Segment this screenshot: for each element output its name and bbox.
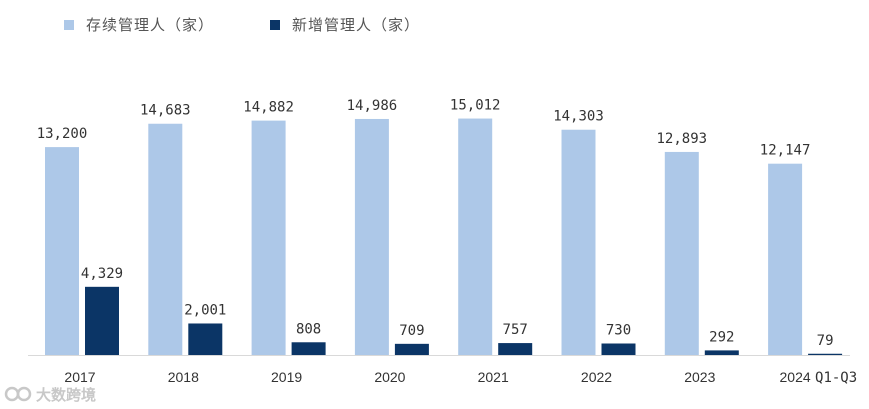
x-tick-label-5: 2022 [581,369,612,385]
bar-new-0 [85,286,119,355]
data-label-existing-7: 12,147 [760,143,811,159]
bar-existing-7 [768,163,803,355]
x-tick-label-6: 2023 [684,369,715,385]
bar-new-5 [601,343,636,355]
data-label-existing-6: 12,893 [657,131,708,147]
data-label-new-0: 4,329 [81,266,123,282]
data-label-new-7: 79 [817,333,834,349]
legend: 存续管理人（家） 新增管理人（家） [0,14,869,44]
bar-new-4 [498,343,533,355]
legend-item-new: 新增管理人（家） [270,14,420,35]
bar-new-1 [188,323,223,355]
watermark: 大数跨境 [4,383,96,405]
legend-swatch-new [270,19,280,30]
data-label-existing-0: 13,200 [37,126,88,142]
bar-existing-4 [458,118,493,355]
data-label-new-3: 709 [399,323,424,339]
bar-new-7 [808,353,843,355]
bar-new-6 [704,350,739,355]
bar-existing-3 [354,118,389,356]
x-tick-label-7-0: 2024 [780,369,811,385]
x-tick-label-1: 2018 [168,369,199,385]
bar-new-2 [291,342,326,355]
bar-existing-0 [45,147,79,355]
data-label-existing-1: 14,683 [140,103,191,119]
legend-item-existing: 存续管理人（家） [64,14,214,35]
data-label-existing-4: 15,012 [450,98,501,114]
data-label-existing-5: 14,303 [553,109,604,125]
watermark-text: 大数跨境 [36,385,97,404]
bar-existing-2 [251,120,286,356]
bar-new-3 [394,343,429,355]
data-label-existing-3: 14,986 [347,98,398,114]
x-tick-label-0: 2017 [64,369,95,385]
data-label-new-6: 292 [709,329,734,345]
legend-swatch-existing [64,19,74,30]
bar-existing-1 [148,123,183,355]
data-label-new-4: 757 [503,322,528,338]
data-label-existing-2: 14,882 [243,100,294,116]
bar-existing-6 [664,151,699,355]
brand-logo-icon [4,386,32,402]
bar-existing-5 [561,129,596,355]
x-tick-label-7-1: Q1-Q3 [815,370,857,386]
x-tick-label-3: 2020 [374,369,405,385]
x-tick-label-4: 2021 [478,369,509,385]
legend-label-existing: 存续管理人（家） [86,16,215,34]
data-label-new-2: 808 [296,321,321,337]
data-label-new-5: 730 [606,323,631,339]
data-label-new-1: 2,001 [184,302,226,318]
x-tick-label-2: 2019 [271,369,302,385]
legend-label-new: 新增管理人（家） [292,16,421,34]
